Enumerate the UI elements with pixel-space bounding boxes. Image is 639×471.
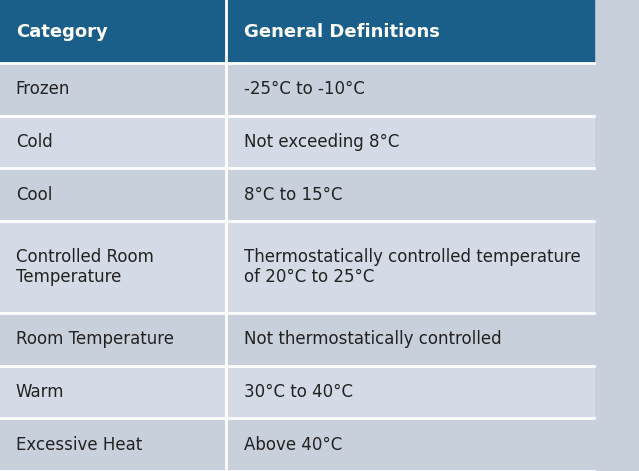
Text: Frozen: Frozen	[16, 81, 70, 98]
Text: Thermostatically controlled temperature
of 20°C to 25°C: Thermostatically controlled temperature …	[244, 248, 581, 286]
Text: Excessive Heat: Excessive Heat	[16, 436, 142, 454]
Text: Controlled Room
Temperature: Controlled Room Temperature	[16, 248, 153, 286]
Text: 8°C to 15°C: 8°C to 15°C	[244, 186, 343, 204]
Text: Above 40°C: Above 40°C	[244, 436, 343, 454]
Bar	[0, 366, 594, 418]
Text: Cool: Cool	[16, 186, 52, 204]
Bar	[0, 221, 594, 313]
Bar	[0, 0, 594, 63]
Text: Category: Category	[16, 23, 107, 41]
Text: 30°C to 40°C: 30°C to 40°C	[244, 383, 353, 401]
Text: Warm: Warm	[16, 383, 65, 401]
Text: Not exceeding 8°C: Not exceeding 8°C	[244, 133, 399, 151]
Text: -25°C to -10°C: -25°C to -10°C	[244, 81, 365, 98]
Bar	[0, 418, 594, 471]
Text: Cold: Cold	[16, 133, 52, 151]
Bar	[0, 63, 594, 116]
Bar	[0, 313, 594, 366]
Bar	[0, 169, 594, 221]
Bar	[0, 116, 594, 169]
Text: General Definitions: General Definitions	[244, 23, 440, 41]
Text: Not thermostatically controlled: Not thermostatically controlled	[244, 331, 502, 349]
Text: Room Temperature: Room Temperature	[16, 331, 174, 349]
